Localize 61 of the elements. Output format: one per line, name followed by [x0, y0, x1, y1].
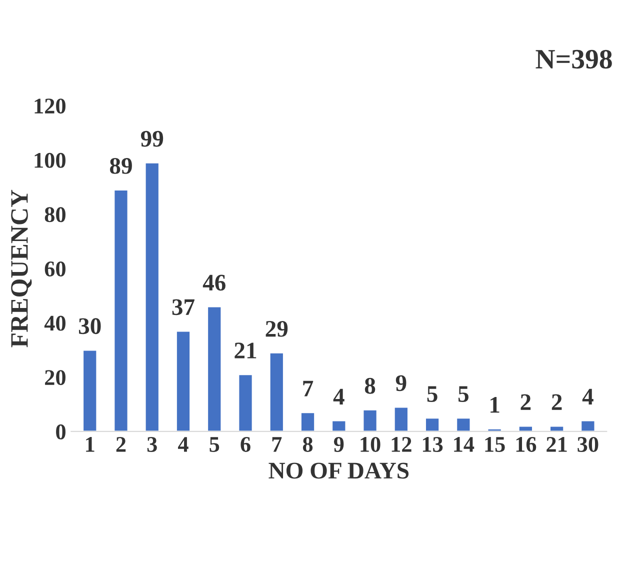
bar: [362, 409, 378, 432]
y-tick-label: 60: [44, 261, 66, 276]
data-label: 7: [303, 380, 314, 396]
data-label: 5: [427, 386, 438, 402]
data-label: 2: [552, 394, 562, 410]
data-label: 89: [110, 158, 132, 174]
bar: [206, 306, 222, 432]
data-label: 2: [520, 394, 531, 410]
x-tick-label: 3: [147, 437, 157, 452]
x-tick-label: 30: [578, 436, 598, 452]
data-label: 1: [490, 397, 500, 413]
y-tick-label: 20: [45, 370, 66, 386]
bar: [268, 352, 284, 432]
y-tick-label: 120: [34, 98, 66, 114]
x-tick-label: 6: [240, 437, 250, 452]
bar: [393, 406, 409, 432]
bar: [580, 420, 596, 432]
bar: [456, 417, 472, 432]
y-tick-label: 40: [44, 316, 66, 331]
y-tick-label: 80: [44, 207, 66, 222]
x-tick-label: 1: [86, 437, 94, 452]
x-tick-label: 9: [334, 437, 344, 452]
bar: [549, 425, 565, 432]
bar: [82, 349, 98, 432]
data-label: 46: [202, 274, 226, 291]
data-label: 37: [172, 299, 194, 316]
x-tick-label: 14: [454, 437, 474, 452]
bar: [176, 330, 191, 432]
data-label: 30: [78, 318, 101, 334]
x-tick-label: 5: [210, 437, 220, 452]
y-axis-title: FREQUENCY: [11, 190, 32, 348]
data-label: 9: [396, 375, 406, 392]
x-axis-title: NO OF DAYS: [268, 462, 409, 479]
bar: [486, 428, 502, 432]
x-tick-label: 16: [516, 437, 536, 452]
x-tick-label: 21: [546, 437, 567, 452]
x-tick-label: 7: [272, 437, 282, 452]
data-label: 21: [234, 342, 256, 358]
bar: [518, 425, 534, 432]
data-label: 4: [333, 388, 344, 404]
data-label: 99: [140, 130, 164, 147]
data-label: 4: [582, 388, 594, 404]
data-label: 5: [458, 386, 468, 402]
text: N=398: [536, 50, 612, 69]
x-tick-label: 4: [178, 437, 188, 452]
x-tick-label: 12: [392, 437, 412, 452]
bar: [113, 189, 129, 432]
data-label: 29: [266, 320, 288, 337]
y-tick-label: 0: [56, 424, 66, 440]
bar: [238, 374, 254, 432]
y-tick-label: 100: [34, 152, 66, 168]
bar: [300, 412, 316, 432]
x-tick-label: 13: [422, 437, 443, 452]
x-tick-label: 10: [360, 436, 380, 452]
bar: [331, 420, 347, 432]
x-tick-label: 8: [302, 436, 313, 452]
data-label: 8: [364, 378, 376, 394]
bar: [424, 417, 440, 432]
x-tick-label: 15: [485, 437, 505, 452]
bar: [144, 162, 160, 432]
x-tick-label: 2: [116, 437, 126, 452]
